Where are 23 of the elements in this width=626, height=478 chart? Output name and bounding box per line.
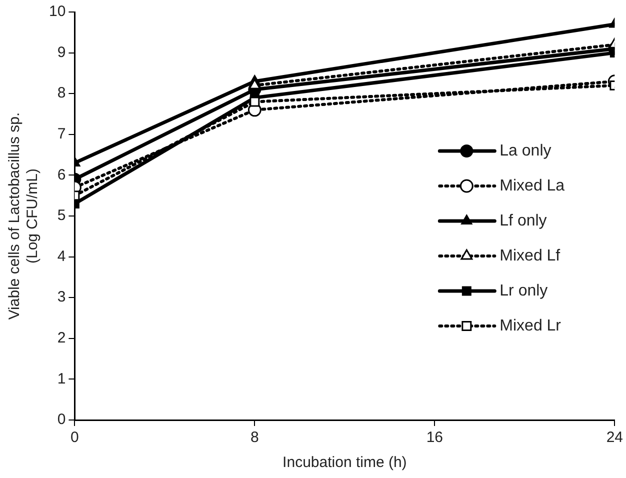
y-tick-label: 9 [57, 44, 66, 61]
y-tick-label: 7 [57, 126, 66, 143]
legend-label: Lr only [500, 282, 548, 300]
y-tick-label: 5 [57, 207, 66, 224]
legend-label: Mixed Lf [500, 247, 561, 264]
x-tick-label: 8 [250, 429, 259, 446]
y-tick-label: 4 [57, 248, 66, 265]
x-tick-label: 24 [606, 429, 623, 446]
y-tick-label: 10 [48, 3, 66, 20]
y-axis-title: Viable cells of Lactobacillus sp. (Log CFU/mL) [6, 112, 42, 320]
legend-label: Mixed Lr [500, 317, 562, 334]
legend-label: La only [500, 142, 552, 160]
legend-label: Mixed La [500, 177, 565, 194]
y-tick-label: 8 [57, 84, 66, 102]
legend-label: Lf only [500, 212, 547, 230]
x-tick-label: 0 [70, 429, 79, 446]
x-axis-title: Incubation time (h) [282, 454, 407, 472]
y-tick-label: 3 [57, 288, 66, 306]
y-tick-label: 6 [57, 166, 66, 184]
y-tick-label: 1 [57, 370, 66, 388]
x-tick-label: 16 [426, 429, 444, 446]
y-tick-label: 0 [57, 411, 66, 428]
y-tick-label: 2 [57, 330, 66, 347]
